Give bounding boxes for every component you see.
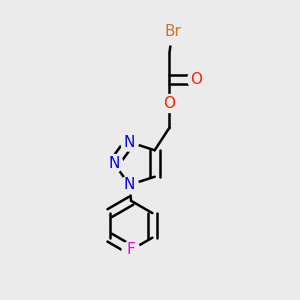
Text: F: F xyxy=(127,242,135,257)
Circle shape xyxy=(121,176,139,194)
Text: Br: Br xyxy=(164,24,181,39)
Text: O: O xyxy=(190,72,202,87)
Text: N: N xyxy=(124,135,135,150)
Circle shape xyxy=(159,18,186,45)
Circle shape xyxy=(160,94,178,112)
Circle shape xyxy=(121,133,139,151)
Circle shape xyxy=(188,70,206,88)
Text: O: O xyxy=(164,96,175,111)
Circle shape xyxy=(122,241,140,259)
Text: N: N xyxy=(124,177,135,192)
Circle shape xyxy=(105,154,123,172)
Text: N: N xyxy=(108,156,120,171)
